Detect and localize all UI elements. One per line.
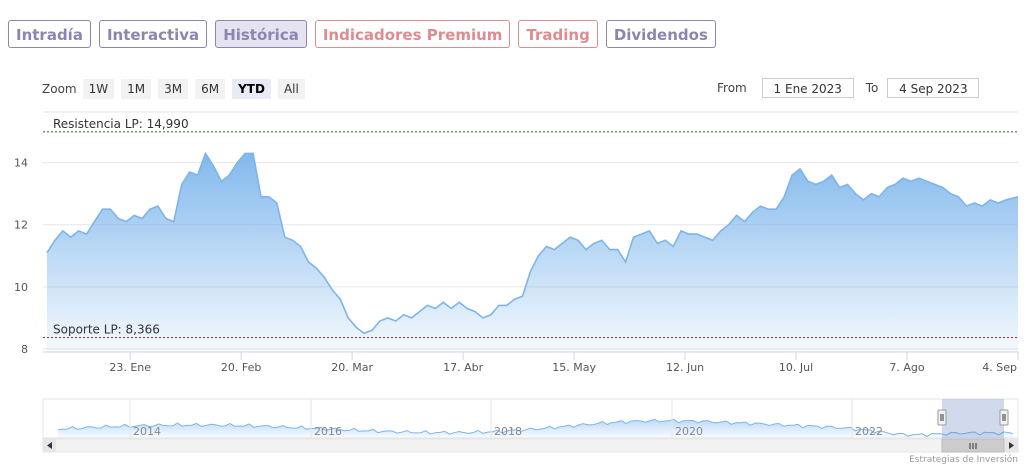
x-tick-label: 15. May: [552, 361, 596, 374]
tab-indicadores-premium[interactable]: Indicadores Premium: [314, 20, 511, 48]
tab-dividendos[interactable]: Dividendos: [605, 20, 716, 48]
zoom-buttons: 1W 1M 3M 6M YTD All: [82, 79, 312, 99]
navigator-year-label: 2014: [133, 425, 161, 438]
resistance-label: Resistencia LP: 14,990: [53, 117, 189, 131]
y-tick-label: 10: [14, 281, 28, 294]
zoom-1w-button[interactable]: 1W: [82, 79, 115, 99]
x-tick-label: 10. Jul: [779, 361, 813, 374]
to-label: To: [865, 81, 879, 95]
x-tick-label: 17. Abr: [443, 361, 483, 374]
zoom-all-button[interactable]: All: [277, 79, 305, 99]
zoom-3m-button[interactable]: 3M: [158, 79, 189, 99]
from-label: From: [717, 81, 747, 95]
x-tick-label: 20. Mar: [331, 361, 373, 374]
zoom-6m-button[interactable]: 6M: [195, 79, 226, 99]
to-date-input[interactable]: 4 Sep 2023: [887, 78, 980, 98]
y-tick-label: 8: [21, 343, 28, 356]
y-tick-label: 14: [14, 157, 28, 170]
scrollbar-track: [42, 438, 1019, 453]
x-tick-label: 23. Ene: [109, 361, 151, 374]
navigator-right-handle: [999, 409, 1009, 426]
navigator-year-label: 2022: [855, 425, 883, 438]
navigator-left-handle: [937, 409, 947, 426]
zoom-1m-button[interactable]: 1M: [121, 79, 152, 99]
tab-hist-rica[interactable]: Histórica: [215, 20, 307, 48]
zoom-toolbar: Zoom 1W 1M 3M 6M YTD All: [42, 79, 312, 99]
scroll-left-arrow-icon: [47, 442, 52, 449]
navigator-selection: [942, 399, 1004, 438]
chart-tabs: Intradía Interactiva Histórica Indicadores …: [8, 20, 716, 48]
navigator-year-label: 2020: [675, 425, 703, 438]
tab-intrad-a[interactable]: Intradía: [8, 20, 91, 48]
zoom-label: Zoom: [42, 82, 77, 96]
zoom-ytd-button[interactable]: YTD: [232, 79, 271, 99]
support-label: Soporte LP: 8,366: [53, 323, 160, 337]
tab-interactiva[interactable]: Interactiva: [98, 20, 208, 48]
y-tick-label: 12: [14, 219, 28, 232]
price-line: [46, 151, 1019, 335]
navigator-line: [57, 418, 1014, 438]
navigator-year-label: 2016: [314, 425, 342, 438]
from-date-input[interactable]: 1 Ene 2023: [761, 78, 854, 98]
x-tick-label: 4. Sep: [982, 361, 1017, 374]
x-tick-label: 20. Feb: [221, 361, 261, 374]
navigator-year-label: 2018: [494, 425, 522, 438]
x-tick-label: 7. Ago: [889, 361, 924, 374]
x-tick-label: 12. Jun: [666, 361, 704, 374]
scroll-right-arrow-icon: [1009, 442, 1014, 449]
date-range: From 1 Ene 2023 To 4 Sep 2023: [717, 78, 980, 98]
tab-trading[interactable]: Trading: [518, 20, 598, 48]
price-area: [47, 153, 1018, 352]
credit-label: Estrategias de Inversión: [909, 455, 1018, 465]
